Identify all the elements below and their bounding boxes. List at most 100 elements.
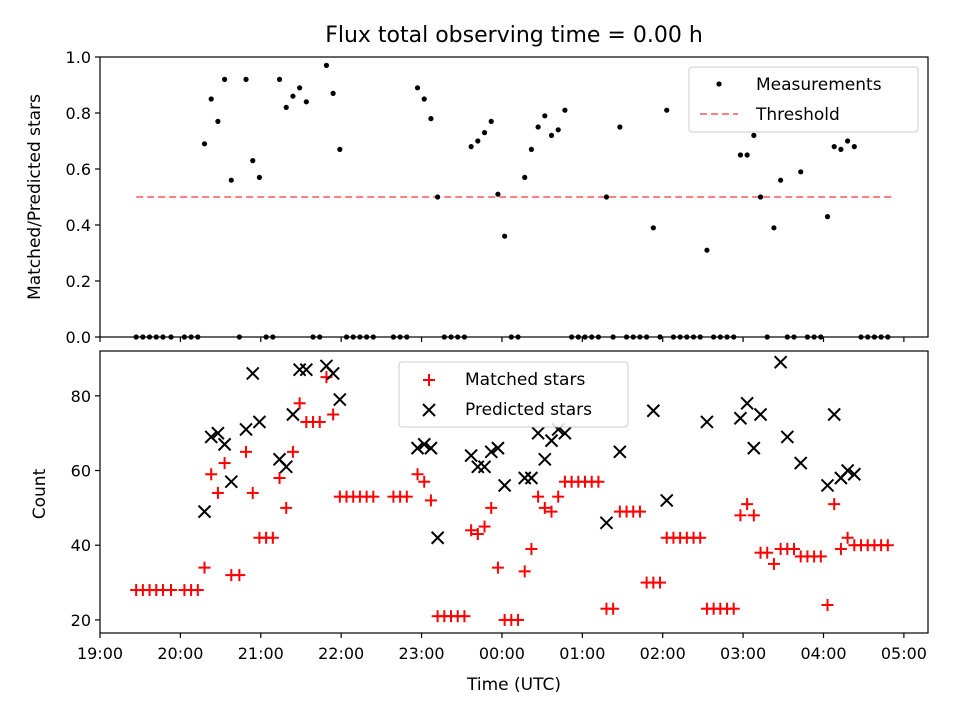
predicted-point [497, 478, 512, 493]
top-y-ticks: 0.0 0.2 0.4 0.6 0.8 1.0 [66, 48, 100, 347]
predicted-point [733, 411, 748, 425]
matched-point [424, 494, 437, 507]
matched-point [834, 542, 847, 555]
measurement-point [256, 174, 263, 180]
measurement-point [414, 85, 421, 91]
top-plot-frame [99, 56, 929, 338]
top-y-axis-label: Matched/Predicted stars [25, 94, 45, 300]
predicted-point [197, 504, 212, 519]
predicted-point [252, 415, 267, 429]
legend-matched-marker [423, 374, 435, 386]
chart-title: Flux total observing time = 0.00 h [325, 23, 703, 48]
matched-point [633, 505, 646, 518]
predicted-point [524, 471, 539, 485]
measurement-point [330, 90, 336, 96]
bottom-y-tick-label: 80 [71, 387, 91, 406]
legend-matched-label: Matched stars [465, 370, 585, 390]
predicted-point [204, 430, 218, 444]
predicted-point [239, 422, 253, 437]
measurement-point [798, 169, 804, 175]
matched-point [293, 397, 306, 410]
predicted-point [477, 460, 492, 474]
measurement-point [851, 144, 857, 150]
matched-point [518, 565, 531, 578]
measurement-point [650, 225, 656, 231]
matched-point [545, 505, 558, 518]
x-tick-label: 03:00 [720, 644, 766, 663]
measurement-point [468, 144, 474, 150]
measurement-point [704, 247, 710, 253]
bottom-x-ticks: 19:00 20:00 21:00 22:00 23:00 00:00 01:00 02:00… [77, 633, 927, 663]
top-y-tick-label: 0.4 [66, 216, 91, 235]
bottom-legend: Matched stars Predicted stars [398, 361, 629, 428]
matched-point [828, 498, 841, 511]
measurement-point [495, 191, 501, 197]
measurement-point [283, 104, 289, 110]
matched-point [233, 569, 246, 582]
measurement-point [481, 130, 488, 136]
top-y-tick-label: 0.0 [66, 328, 91, 347]
measurement-point [737, 152, 744, 158]
predicted-point [484, 445, 498, 459]
measurement-point [845, 138, 851, 144]
measurement-point [250, 158, 256, 164]
x-tick-label: 04:00 [800, 644, 846, 663]
predicted-point [224, 475, 239, 489]
predicted-point [299, 362, 314, 377]
measurement-point [744, 152, 750, 158]
measurement-point [535, 124, 541, 130]
x-tick-label: 20:00 [157, 644, 203, 663]
predicted-point [279, 460, 293, 474]
measurement-point [435, 194, 441, 200]
measurement-point [824, 214, 831, 220]
predicted-point [847, 467, 862, 481]
top-x-ticks [99, 337, 905, 342]
x-tick-label: 02:00 [640, 644, 686, 663]
matched-point [286, 445, 299, 458]
measurement-point [664, 107, 670, 113]
top-legend: Measurements Threshold [688, 66, 919, 133]
matched-point [327, 408, 340, 421]
predicted-point [599, 516, 614, 530]
measurement-point [290, 93, 296, 99]
measurement-point [771, 225, 777, 231]
bottom-plot-frame [99, 350, 929, 634]
x-tick-label: 00:00 [479, 644, 525, 663]
measurement-point [201, 141, 208, 147]
matched-point [788, 542, 801, 555]
predicted-point [410, 441, 425, 455]
measurement-point [548, 132, 555, 138]
matched-point [767, 557, 780, 570]
top-legend-frame [688, 66, 919, 133]
measurement-point [488, 118, 494, 124]
matched-point [761, 546, 774, 559]
predicted-point [740, 396, 754, 410]
predicted-point [211, 426, 225, 440]
predicted-point [613, 445, 627, 459]
predicted-point [286, 407, 300, 422]
measurement-point [542, 113, 548, 119]
legend-measurements-marker [716, 81, 722, 87]
measurement-point [475, 138, 481, 144]
predicted-point [700, 415, 714, 429]
measurement-point [522, 174, 528, 180]
matched-point [814, 550, 827, 563]
measurement-point [297, 85, 303, 91]
predicted-point [646, 404, 661, 418]
predicted-point [820, 478, 835, 493]
measurement-point [555, 127, 561, 133]
top-y-tick-label: 0.8 [66, 104, 91, 123]
matched-point [367, 490, 380, 503]
matched-point [512, 613, 525, 626]
matched-point [165, 584, 178, 597]
measurement-point [303, 99, 309, 105]
matched-point [418, 475, 431, 488]
predicted-point [780, 430, 795, 444]
predicted-point [326, 366, 340, 381]
matched-point [552, 490, 565, 503]
matched-point [491, 561, 504, 574]
measurement-point [831, 144, 837, 150]
measurement-point [617, 124, 623, 130]
measurement-point [421, 96, 427, 102]
